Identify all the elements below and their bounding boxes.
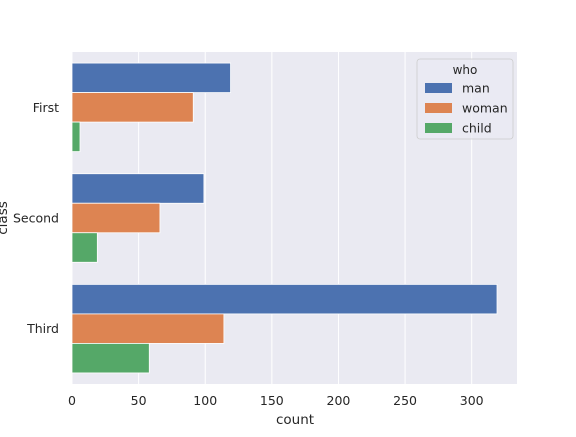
bar-third-man [71, 283, 498, 315]
legend-swatch-woman [425, 103, 452, 113]
x-axis-label: count [276, 412, 314, 428]
x-tick-label: 100 [193, 393, 217, 408]
legend-entries: man woman child [425, 81, 508, 136]
bar-first-child [71, 121, 81, 153]
bars [71, 62, 498, 374]
y-tick-label: Third [26, 321, 59, 336]
bar-second-child [71, 232, 98, 263]
bar-third-woman [71, 313, 225, 344]
legend-swatch-man [425, 83, 452, 93]
legend-swatch-child [425, 123, 452, 133]
x-tick-label: 300 [460, 393, 484, 408]
x-tick-label: 0 [68, 393, 76, 408]
legend-title: who [453, 63, 478, 77]
x-tick-label: 200 [327, 393, 351, 408]
bar-first-man [71, 62, 231, 93]
legend-box [416, 58, 514, 140]
bar-third-child [71, 343, 150, 374]
x-tick-label: 250 [393, 393, 417, 408]
tick-labels: 0 50 100 150 200 250 300 First Second Third [13, 100, 484, 408]
x-tick-label: 50 [131, 393, 147, 408]
bar-second-woman [71, 202, 161, 234]
y-axis-label: class [0, 201, 11, 235]
legend-label-man: man [462, 81, 490, 96]
bar-second-man [71, 173, 205, 204]
y-tick-label: Second [13, 211, 59, 226]
legend-label-woman: woman [462, 101, 508, 116]
y-tick-label: First [33, 100, 59, 115]
bar-first-woman [71, 92, 194, 123]
x-tick-label: 150 [260, 393, 284, 408]
legend: who man woman child [416, 58, 514, 140]
legend-label-child: child [462, 121, 492, 136]
